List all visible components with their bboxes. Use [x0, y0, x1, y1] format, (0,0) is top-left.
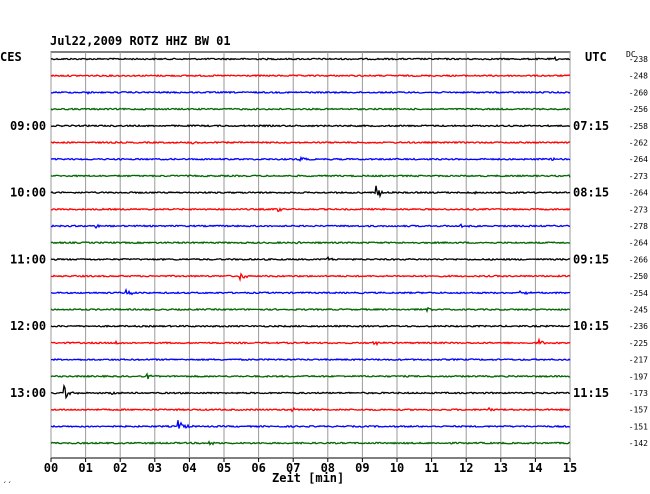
- trace-row: [50, 272, 571, 283]
- x-tick-label: 14: [528, 461, 542, 475]
- x-tick-label: 06: [251, 461, 265, 475]
- trace-row: [50, 240, 571, 245]
- plot-frame: [50, 51, 571, 459]
- trace-row: [50, 406, 571, 413]
- dc-offset-label: -264: [629, 189, 648, 198]
- trace-row: [50, 206, 571, 213]
- trace-row: [50, 440, 571, 447]
- dc-offset-label: -151: [629, 422, 648, 431]
- trace-row: [50, 174, 571, 178]
- dc-offset-label: -250: [629, 272, 648, 281]
- trace-row: [50, 140, 571, 145]
- trace-row: [50, 306, 571, 314]
- trace-row: [50, 324, 571, 328]
- trace-row: [50, 155, 571, 162]
- dc-offset-label: -264: [629, 155, 648, 164]
- dc-offset-label: -236: [629, 322, 648, 331]
- trace-row: [50, 337, 571, 347]
- x-tick-label: 13: [494, 461, 508, 475]
- x-tick-label: 15: [563, 461, 577, 475]
- dc-offset-label: -278: [629, 222, 648, 231]
- dc-offset-label: -142: [629, 439, 648, 448]
- right-time-label: 07:15: [573, 119, 609, 133]
- left-timezone-label: CES: [0, 50, 22, 64]
- trace-row: [50, 287, 571, 296]
- x-tick-label: 08: [321, 461, 335, 475]
- trace-row: [50, 55, 571, 61]
- dc-offset-label: -273: [629, 172, 648, 181]
- x-tick-label: 12: [459, 461, 473, 475]
- trace-row: [50, 124, 571, 128]
- dc-offset-header: DC: [626, 50, 636, 59]
- trace-row: [50, 372, 571, 380]
- x-tick-label: 02: [113, 461, 127, 475]
- x-axis-label: Zeit [min]: [272, 471, 344, 485]
- left-time-label: 13:00: [10, 386, 46, 400]
- dc-offset-label: -266: [629, 255, 648, 264]
- trace-row: [50, 223, 570, 230]
- dc-offset-label: -238: [629, 55, 648, 64]
- right-time-label: 11:15: [573, 386, 609, 400]
- label-group: 09:00 10:00 11:00 12:00 13:00 07:15 08:15 09:15…: [10, 55, 648, 448]
- x-tick-label: 07: [286, 461, 300, 475]
- x-tick-label: 00: [44, 461, 58, 475]
- dc-offset-label: -173: [629, 389, 648, 398]
- footer-mark: ´´: [2, 480, 12, 490]
- left-time-label: 10:00: [10, 186, 46, 200]
- right-time-label: 08:15: [573, 186, 609, 200]
- dc-offset-label: -245: [629, 306, 648, 315]
- x-tick-label: 11: [424, 461, 438, 475]
- dc-offset-label: -264: [629, 239, 648, 248]
- dc-offset-label: -217: [629, 356, 648, 365]
- dc-offset-label: -258: [629, 122, 648, 131]
- trace-row: [50, 90, 571, 95]
- trace-row: [50, 73, 571, 78]
- dc-offset-label: -273: [629, 205, 648, 214]
- x-tick-label: 10: [390, 461, 404, 475]
- x-tick-label: 03: [148, 461, 162, 475]
- x-tick-label: 09: [355, 461, 369, 475]
- right-timezone-label: UTC: [585, 50, 607, 64]
- left-time-label: 12:00: [10, 319, 46, 333]
- dc-offset-label: -157: [629, 406, 648, 415]
- grid: 00 01 02 03 04 05 06 07 08 09 10 11 12 13 14 15: [44, 51, 577, 475]
- x-tick-label: 04: [182, 461, 196, 475]
- trace-row: [50, 256, 571, 262]
- x-tick-label: 05: [217, 461, 231, 475]
- trace-group: [50, 55, 571, 447]
- dc-offset-label: -197: [629, 372, 648, 381]
- right-time-label: 10:15: [573, 319, 609, 333]
- trace-row: [50, 383, 571, 400]
- left-time-label: 09:00: [10, 119, 46, 133]
- trace-row: [50, 107, 571, 111]
- dc-offset-label: -225: [629, 339, 648, 348]
- trace-row: [50, 357, 571, 362]
- dc-offset-label: -254: [629, 289, 648, 298]
- trace-row: [50, 420, 571, 429]
- dc-offset-label: -256: [629, 105, 648, 114]
- chart-title: Jul22,2009 ROTZ HHZ BW 01: [50, 34, 231, 48]
- dc-offset-label: -260: [629, 88, 648, 97]
- x-tick-label: 01: [78, 461, 92, 475]
- dc-offset-label: -248: [629, 72, 648, 81]
- dc-offset-label: -262: [629, 139, 648, 148]
- right-time-label: 09:15: [573, 252, 609, 266]
- trace-row: [50, 185, 571, 199]
- left-time-label: 11:00: [10, 252, 46, 266]
